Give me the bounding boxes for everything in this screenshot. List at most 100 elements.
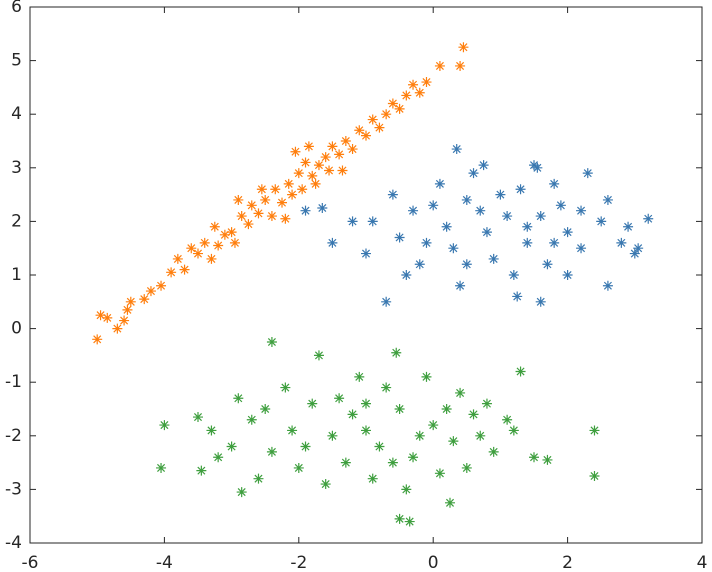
- scatter-point: [441, 404, 452, 414]
- scatter-point: [303, 141, 314, 152]
- y-tick-label: 1: [11, 265, 22, 285]
- scatter-point: [401, 484, 412, 495]
- scatter-point: [361, 425, 371, 436]
- scatter-point: [270, 184, 281, 195]
- scatter-point: [488, 446, 499, 457]
- scatter-point: [172, 253, 183, 264]
- scatter-point: [193, 412, 203, 423]
- scatter-point: [226, 441, 237, 452]
- scatter-point: [219, 229, 230, 240]
- scatter-point: [361, 130, 371, 141]
- scatter-point: [354, 125, 365, 136]
- scatter-point: [266, 337, 277, 347]
- scatter-point: [455, 280, 466, 291]
- scatter-point: [408, 205, 419, 216]
- scatter-point: [522, 221, 533, 232]
- scatter-point: [347, 144, 358, 155]
- scatter-point: [199, 237, 210, 248]
- scatter-point: [596, 216, 607, 227]
- scatter-point: [468, 409, 479, 420]
- scatter-point: [495, 189, 506, 200]
- scatter-point: [394, 232, 405, 243]
- scatter-point: [156, 462, 167, 473]
- scatter-point: [340, 136, 351, 146]
- scatter-point: [145, 286, 156, 297]
- scatter-point: [475, 205, 486, 216]
- scatter-point: [293, 168, 304, 179]
- scatter-point: [243, 219, 254, 230]
- scatter-point: [119, 315, 130, 326]
- scatter-point: [408, 79, 419, 90]
- scatter-point: [401, 270, 412, 280]
- y-tick-label: -2: [5, 426, 22, 446]
- scatter-point: [394, 513, 405, 524]
- scatter-point: [602, 194, 613, 205]
- scatter-point: [468, 168, 479, 179]
- scatter-point: [434, 60, 445, 71]
- scatter-point: [229, 237, 240, 248]
- scatter-point: [414, 430, 425, 441]
- scatter-point: [401, 90, 412, 101]
- scatter-point: [381, 296, 392, 307]
- scatter-point: [508, 425, 519, 436]
- scatter-point: [445, 497, 455, 508]
- scatter-point: [196, 465, 207, 476]
- scatter-point: [421, 77, 432, 88]
- scatter-point: [256, 184, 267, 195]
- scatter-point: [461, 462, 472, 473]
- scatter-point: [481, 398, 492, 409]
- scatter-point: [529, 452, 539, 463]
- scatter-point: [629, 248, 640, 259]
- scatter-point: [280, 213, 291, 224]
- scatter-point: [287, 189, 298, 200]
- x-tick-label: 0: [428, 553, 439, 572]
- scatter-point: [277, 197, 287, 208]
- scatter-point: [602, 280, 613, 291]
- scatter-point: [478, 160, 489, 171]
- x-tick-label: -4: [156, 553, 173, 572]
- x-tick-label: 4: [697, 553, 708, 572]
- scatter-point: [307, 170, 318, 181]
- scatter-point: [236, 487, 247, 498]
- scatter-point: [522, 237, 533, 248]
- scatter-point: [327, 430, 338, 441]
- scatter-point: [347, 409, 358, 420]
- scatter-point: [374, 122, 385, 133]
- y-tick-label: 0: [11, 319, 22, 339]
- scatter-point: [280, 382, 291, 393]
- scatter-point: [260, 404, 271, 414]
- scatter-point: [414, 87, 425, 98]
- scatter-point: [347, 216, 358, 227]
- scatter-point: [549, 237, 560, 248]
- scatter-point: [253, 208, 264, 219]
- y-tick-label: 3: [11, 158, 22, 178]
- scatter-point: [481, 227, 492, 238]
- scatter-point: [166, 267, 177, 278]
- scatter-point: [206, 253, 217, 264]
- y-tick-label: 6: [11, 0, 22, 17]
- scatter-point: [253, 473, 264, 484]
- scatter-point: [512, 291, 523, 302]
- scatter-point: [455, 387, 466, 398]
- x-tick-label: -2: [290, 553, 307, 572]
- plot-frame: [29, 6, 703, 544]
- scatter-point: [616, 237, 627, 248]
- scatter-point: [95, 310, 106, 321]
- scatter-point: [367, 216, 378, 227]
- scatter-point: [394, 103, 405, 114]
- scatter-point: [623, 221, 634, 232]
- scatter-point: [266, 446, 277, 457]
- scatter-point: [313, 160, 324, 171]
- scatter-point: [122, 304, 133, 315]
- scatter-point: [576, 205, 587, 216]
- scatter-point: [381, 109, 392, 120]
- scatter-point: [156, 280, 167, 291]
- y-tick-label: 5: [11, 51, 22, 71]
- scatter-point: [297, 184, 308, 195]
- scatter-point: [508, 270, 519, 280]
- y-tick-label: -3: [5, 479, 22, 499]
- scatter-point: [391, 347, 402, 358]
- scatter-point: [434, 468, 445, 479]
- scatter-point: [125, 296, 136, 307]
- scatter-point: [381, 382, 392, 393]
